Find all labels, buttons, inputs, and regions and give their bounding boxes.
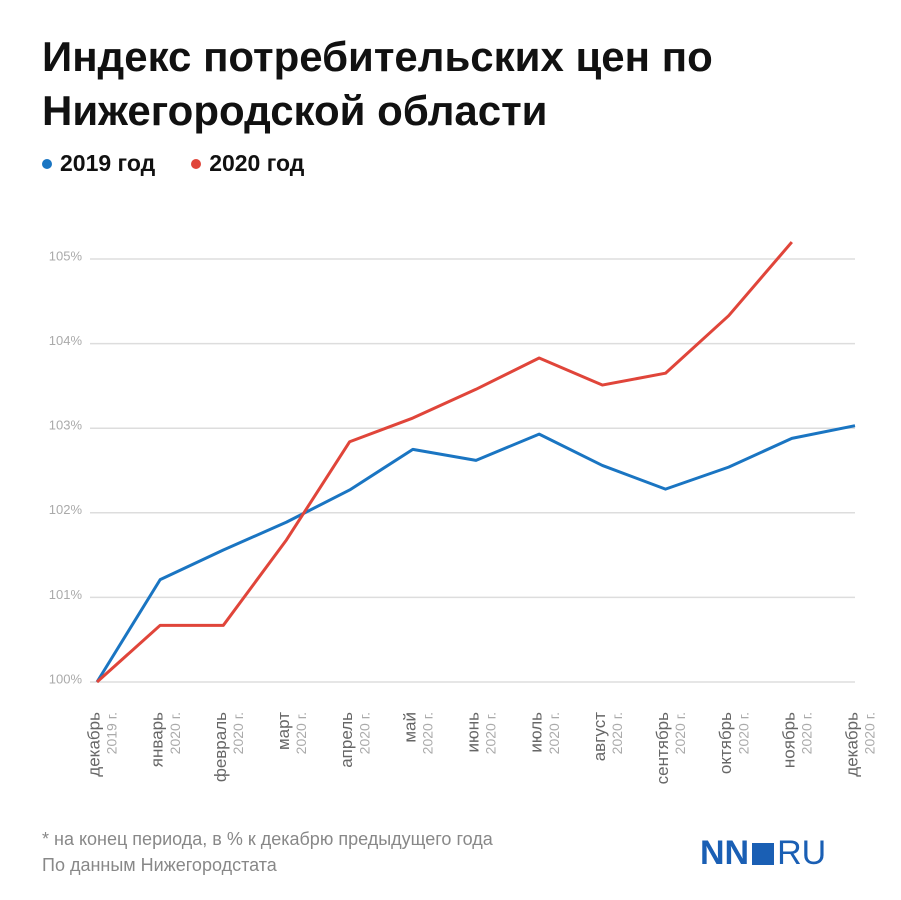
chart: 100%101%102%103%104%105%декабрь 2019 г. ян… <box>49 241 878 785</box>
series-line <box>95 424 856 683</box>
x-tick-label: август <box>590 712 609 761</box>
y-tick-label: 101% <box>49 587 83 602</box>
x-tick-label: июнь <box>463 712 482 753</box>
x-tick-year: 2020 г. <box>356 712 372 754</box>
x-tick-label: март <box>274 712 293 750</box>
footnote: * на конец периода, в % к декабрю предыд… <box>42 829 493 849</box>
y-tick-label: 102% <box>49 502 83 517</box>
x-tick-year: 2020 г. <box>293 712 309 754</box>
legend-dot <box>191 158 202 169</box>
legend: 2019 год 2020 год <box>42 150 304 177</box>
legend-item: 2020 год <box>191 150 304 177</box>
x-tick-year: 2020 г. <box>483 712 499 754</box>
x-tick-year: 2020 г. <box>167 712 183 754</box>
x-tick-year: 2020 г. <box>609 712 625 754</box>
x-tick-label: октябрь <box>716 712 735 774</box>
x-tick-year: 2020 г. <box>672 712 688 754</box>
logo-text: NN <box>700 834 750 872</box>
series-line <box>95 241 793 684</box>
x-tick-label: май <box>400 712 419 743</box>
x-tick-year: 2020 г. <box>420 712 436 754</box>
x-tick-label: декабрь <box>84 712 103 777</box>
chart-title: Индекс потребительских цен по Нижегородс… <box>42 33 713 134</box>
legend-item: 2019 год <box>42 150 155 177</box>
notes: * на конец периода, в % к декабрю предыд… <box>42 826 493 878</box>
x-tick-year: 2020 г. <box>735 712 751 754</box>
x-tick-label: июль <box>527 712 546 753</box>
x-tick-label: ноябрь <box>779 712 798 768</box>
x-tick-year: 2020 г. <box>799 712 815 754</box>
x-tick-year: 2020 г. <box>546 712 562 754</box>
y-tick-label: 105% <box>49 248 83 263</box>
x-tick-label: февраль <box>211 712 230 782</box>
x-tick-year: 2020 г. <box>862 712 878 754</box>
logo-text: RU <box>777 834 827 872</box>
x-tick-label: январь <box>148 712 167 767</box>
y-tick-label: 100% <box>49 671 83 686</box>
y-tick-label: 103% <box>49 418 83 433</box>
x-tick-year: 2020 г. <box>230 712 246 754</box>
legend-label: 2019 год <box>60 150 156 176</box>
logo: NN RU <box>700 834 826 873</box>
legend-dot <box>42 158 52 169</box>
x-tick-year: 2019 г. <box>104 712 120 754</box>
legend-label: 2020 год <box>209 150 305 176</box>
x-tick-label: апрель <box>337 712 356 768</box>
x-tick-label: сентябрь <box>653 712 672 785</box>
logo-square <box>752 842 775 865</box>
x-tick-label: декабрь <box>842 712 861 777</box>
y-tick-label: 104% <box>49 333 83 348</box>
source: По данным Нижегородстата <box>42 855 277 875</box>
